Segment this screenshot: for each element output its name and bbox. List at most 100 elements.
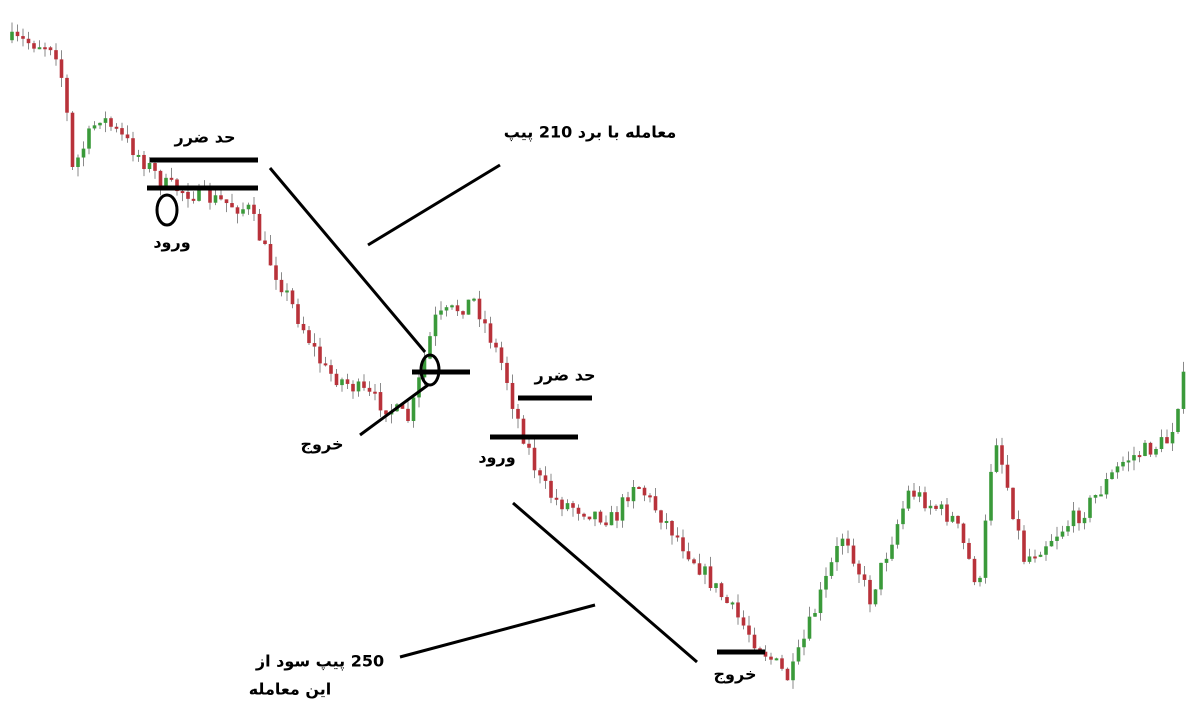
candle-body bbox=[356, 381, 361, 392]
candle-body bbox=[81, 148, 86, 158]
candle-body bbox=[345, 379, 350, 384]
candle-body bbox=[769, 656, 773, 660]
candle-body bbox=[802, 638, 806, 648]
candle-body bbox=[912, 490, 916, 497]
candle-body bbox=[263, 240, 267, 244]
candle-body bbox=[752, 634, 757, 649]
candlesticks bbox=[10, 22, 1186, 689]
annotation-texts: حد ضرر ورود معامله با برد 210 پیپ خروج ح… bbox=[153, 123, 756, 699]
candle-body bbox=[1071, 510, 1076, 527]
candle-body bbox=[109, 118, 113, 127]
candle-body bbox=[230, 203, 234, 208]
candle-body bbox=[923, 492, 927, 509]
candle-body bbox=[37, 47, 42, 50]
candle-body bbox=[307, 330, 311, 344]
candle-body bbox=[1159, 437, 1164, 449]
pointer-line bbox=[268, 167, 427, 353]
candle-body bbox=[725, 597, 729, 603]
candle-body bbox=[813, 613, 817, 617]
candle-body bbox=[906, 490, 911, 509]
candle-body bbox=[158, 170, 163, 188]
candle-body bbox=[967, 542, 971, 559]
candle-body bbox=[824, 575, 828, 590]
candle-body bbox=[879, 562, 883, 590]
candle-body bbox=[362, 381, 366, 388]
candle-body bbox=[10, 31, 14, 41]
candle-body bbox=[1016, 519, 1021, 531]
candle-body bbox=[532, 447, 537, 471]
candle-body bbox=[488, 323, 493, 343]
candle-body bbox=[466, 299, 471, 315]
entry-label: ورود bbox=[478, 448, 515, 467]
candle-body bbox=[334, 373, 339, 386]
candle-body bbox=[296, 304, 300, 324]
candle-body bbox=[521, 418, 526, 444]
candle-body bbox=[708, 566, 713, 588]
candle-body bbox=[637, 486, 641, 489]
candle-body bbox=[312, 343, 317, 347]
candle-body bbox=[670, 520, 674, 536]
candle-body bbox=[543, 475, 548, 481]
pointer-line bbox=[367, 163, 501, 247]
pointer-line bbox=[512, 501, 698, 664]
candle-body bbox=[510, 382, 515, 409]
candle-body bbox=[323, 363, 328, 366]
candle-body bbox=[939, 504, 944, 509]
candle-body bbox=[862, 574, 867, 580]
candle-body bbox=[538, 470, 542, 476]
candle-body bbox=[890, 544, 894, 559]
candle-body bbox=[681, 537, 685, 552]
trade-gain-label: معامله با برد 210 پیپ bbox=[504, 123, 676, 143]
candle-body bbox=[406, 408, 410, 422]
candle-body bbox=[873, 589, 878, 605]
candle-body bbox=[268, 243, 273, 266]
pointer-line bbox=[359, 383, 429, 437]
candle-body bbox=[400, 404, 405, 409]
candle-body bbox=[114, 126, 119, 129]
candle-body bbox=[1143, 442, 1147, 457]
candle-body bbox=[1033, 556, 1037, 559]
candle-body bbox=[505, 362, 509, 383]
candle-body bbox=[1005, 464, 1010, 488]
candle-body bbox=[147, 163, 152, 169]
candle-body bbox=[428, 336, 432, 359]
candle-body bbox=[796, 647, 801, 662]
candle-body bbox=[32, 43, 36, 49]
candle-body bbox=[1027, 556, 1032, 562]
candle-body bbox=[1126, 460, 1131, 463]
trade-gain-label: 250 پیپ سود از bbox=[255, 652, 384, 672]
candle-body bbox=[285, 290, 289, 293]
candle-body bbox=[472, 298, 476, 301]
candle-body bbox=[175, 179, 179, 192]
candle-body bbox=[422, 358, 427, 378]
stop-loss-label: حد ضرر bbox=[174, 128, 236, 147]
exit-circle bbox=[419, 353, 441, 387]
candle-body bbox=[54, 50, 58, 60]
candle-body bbox=[648, 495, 652, 498]
candle-body bbox=[582, 513, 586, 517]
candle-body bbox=[763, 651, 768, 657]
candle-body bbox=[560, 499, 564, 510]
candle-body bbox=[76, 157, 80, 167]
candle-body bbox=[164, 177, 168, 188]
candle-body bbox=[829, 562, 834, 576]
candle-body bbox=[235, 207, 240, 214]
candle-body bbox=[120, 128, 124, 135]
candle-body bbox=[48, 47, 53, 51]
candle-body bbox=[43, 47, 47, 50]
candle-body bbox=[989, 471, 993, 521]
candle-body bbox=[1165, 437, 1169, 444]
candle-body bbox=[26, 38, 31, 44]
candle-body bbox=[928, 505, 933, 509]
candle-body bbox=[807, 616, 812, 639]
entry-label: ورود bbox=[153, 233, 190, 252]
candle-body bbox=[340, 379, 344, 386]
candle-body bbox=[527, 443, 531, 448]
candle-body bbox=[367, 387, 372, 392]
candle-body bbox=[70, 112, 75, 167]
candle-body bbox=[615, 512, 619, 521]
candle-body bbox=[818, 589, 823, 614]
candle-body bbox=[1148, 442, 1153, 455]
candle-body bbox=[846, 538, 850, 546]
